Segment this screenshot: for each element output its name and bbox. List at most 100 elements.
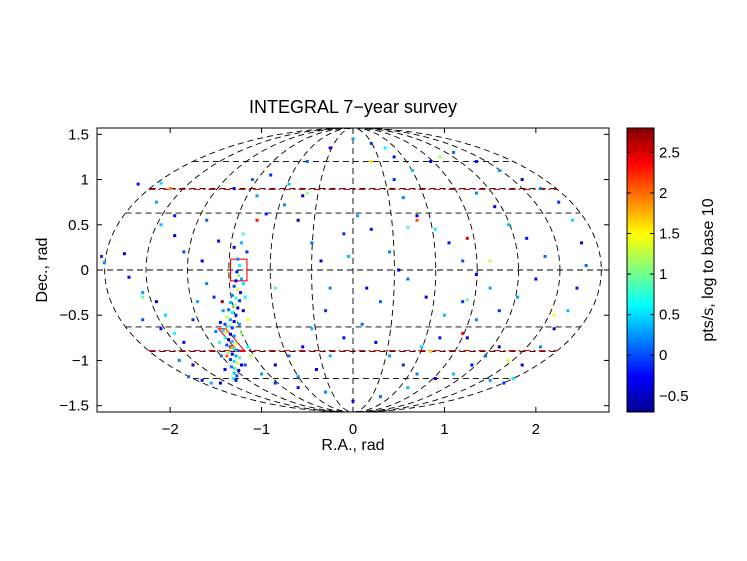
source-point (154, 300, 158, 304)
source-point (365, 286, 369, 290)
source-point (239, 331, 243, 335)
source-point (474, 273, 478, 277)
source-point (235, 374, 239, 378)
source-point (497, 345, 501, 349)
source-point (452, 372, 456, 376)
source-point (273, 286, 277, 290)
source-point (378, 395, 382, 399)
source-point (314, 367, 318, 371)
source-point (141, 318, 145, 322)
source-point (209, 381, 213, 385)
source-point (245, 250, 249, 254)
colorbar-tick-label: 0 (659, 347, 667, 364)
source-point (488, 286, 492, 290)
source-point (461, 300, 465, 304)
source-point (239, 291, 243, 295)
source-point (520, 178, 524, 182)
source-point (223, 322, 227, 326)
source-point (410, 169, 414, 173)
source-point (543, 254, 547, 258)
source-point (470, 363, 474, 367)
source-point (296, 375, 300, 379)
source-point (232, 347, 236, 351)
y-tick-label: 0.5 (68, 217, 89, 234)
source-point (230, 326, 234, 330)
x-tick-label: 0 (349, 421, 357, 438)
source-point (420, 345, 424, 349)
source-point (230, 352, 234, 356)
source-point (324, 390, 328, 394)
source-point (136, 182, 140, 186)
source-point (236, 361, 240, 365)
source-point (351, 137, 355, 141)
source-point (452, 150, 456, 154)
source-point (238, 322, 242, 326)
source-point (447, 241, 451, 245)
source-point (260, 372, 264, 376)
source-point (580, 241, 584, 245)
colorbar-tick-label: 1.5 (659, 225, 680, 242)
source-point (223, 336, 227, 340)
source-point (566, 309, 570, 313)
source-point (388, 250, 392, 254)
source-point (227, 338, 231, 342)
x-tick-label: −1 (253, 421, 270, 438)
source-point (232, 303, 236, 307)
source-point (305, 191, 309, 195)
source-point (415, 372, 419, 376)
source-point (217, 239, 221, 243)
source-point (488, 259, 492, 263)
source-point (141, 295, 145, 299)
source-point (282, 203, 286, 207)
source-point (243, 363, 247, 367)
source-point (461, 331, 465, 335)
source-point (220, 300, 224, 304)
source-point (100, 254, 104, 258)
source-point (241, 232, 245, 236)
source-point (227, 308, 231, 312)
source-point (234, 296, 238, 300)
source-point (232, 187, 236, 191)
colorbar-tick-label: 1 (659, 266, 667, 283)
source-point (506, 223, 510, 227)
source-point (474, 191, 478, 195)
source-point (218, 340, 222, 344)
colorbar-tick-label: 2 (659, 185, 667, 202)
source-point (310, 241, 314, 245)
source-point (141, 291, 145, 295)
source-point (228, 318, 232, 322)
source-point (310, 327, 314, 331)
source-point (225, 343, 229, 347)
source-point (346, 254, 350, 258)
source-point (502, 381, 506, 385)
colorbar-tick-label: 2.5 (659, 144, 680, 161)
y-tick-label: 1.5 (68, 126, 89, 143)
source-point (401, 363, 405, 367)
source-point (214, 330, 218, 334)
source-point (520, 363, 524, 367)
source-point (369, 141, 373, 145)
source-point (324, 309, 328, 313)
source-point (182, 340, 186, 344)
source-point (255, 194, 259, 198)
source-point (465, 236, 469, 240)
source-point (235, 270, 239, 274)
source-point (168, 187, 172, 191)
source-point (234, 341, 238, 345)
source-point (433, 377, 437, 381)
source-point (230, 293, 234, 297)
y-axis-ticks: 1.5 1 0.5 0 −0.5 −1 −1.5 (59, 126, 609, 415)
projection-grid (97, 128, 609, 412)
source-point (392, 155, 396, 159)
source-point (243, 295, 247, 299)
source-point (238, 299, 242, 303)
source-point (234, 378, 238, 382)
source-point (296, 386, 300, 390)
source-point (205, 282, 209, 286)
source-point (232, 359, 236, 363)
source-point (465, 298, 469, 302)
x-tick-label: −2 (162, 421, 179, 438)
source-point (221, 309, 225, 313)
source-point (221, 329, 225, 333)
source-point (228, 332, 232, 336)
